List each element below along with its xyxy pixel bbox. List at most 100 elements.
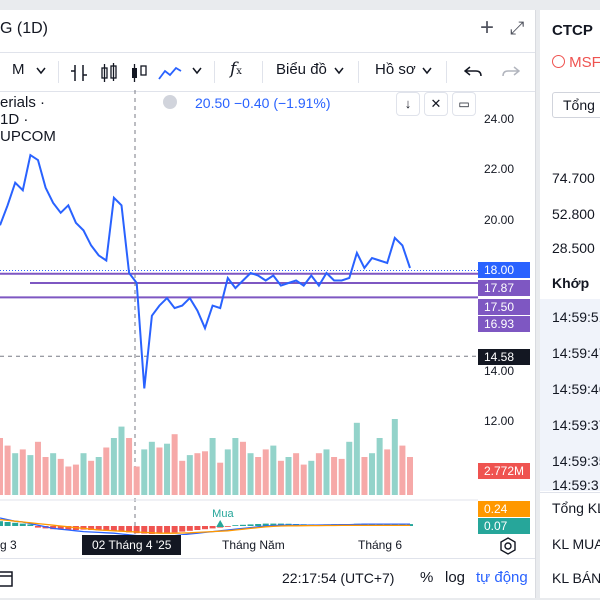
match-row: 14:59:3 (540, 479, 600, 492)
company-title: CTCP (552, 22, 593, 39)
volume-bar (80, 453, 87, 495)
chevron-down-icon[interactable] (36, 67, 46, 75)
buy-signal-marker (216, 520, 225, 527)
histogram-bar (118, 526, 125, 532)
bottom-toolbar: 22:17:54 (UTC+7) % log tự động (0, 558, 535, 599)
histogram-bar (141, 526, 148, 534)
volume-bar (110, 438, 117, 495)
volume-bar (118, 426, 125, 495)
buy-signal-label: Mua (212, 508, 234, 520)
volume-bar (277, 460, 284, 495)
volume-bar (376, 438, 383, 495)
add-tab-button[interactable]: + (480, 14, 495, 41)
time-tick: Tháng Năm (222, 538, 285, 552)
indicators-button[interactable]: fx (230, 59, 242, 79)
histogram-bar (65, 526, 72, 530)
histogram-bar (88, 526, 95, 530)
histogram-bar (262, 523, 269, 526)
chevron-down-icon[interactable] (334, 67, 344, 75)
match-time: 14:59:35 (552, 453, 600, 469)
volume-bar (88, 460, 95, 495)
histogram-bar (4, 522, 11, 526)
auto-toggle[interactable]: tự động (476, 569, 528, 586)
time-axis: g 3 02 Tháng 4 '25 Tháng Năm Tháng 6 (0, 535, 480, 557)
redo-icon[interactable] (502, 65, 520, 79)
volume-badge: 2.772M (478, 463, 530, 479)
volume-bar (399, 445, 406, 495)
volume-bar (164, 443, 171, 495)
percent-toggle[interactable]: % (420, 569, 434, 586)
legend-collapse-button[interactable] (163, 95, 177, 109)
histogram-bar (95, 526, 102, 531)
histogram-bar (50, 526, 57, 530)
undo-icon[interactable] (464, 65, 482, 79)
chart-type-menu[interactable]: Biểu đồ (276, 61, 327, 78)
volume-bar (171, 434, 178, 495)
profile-menu[interactable]: Hồ sơ (375, 61, 416, 78)
toolbar-separator (58, 61, 59, 83)
histogram-bar (247, 524, 254, 526)
volume-bar (217, 462, 224, 495)
crosshair-date-badge: 02 Tháng 4 '25 (82, 535, 182, 555)
level-badge: 17.50 (478, 299, 530, 315)
sell-volume-label: KL BÁN (552, 570, 600, 586)
chevron-down-icon[interactable] (422, 67, 432, 75)
symbol-code: MSF (569, 54, 600, 71)
volume-bar (4, 445, 11, 495)
settings-icon[interactable] (498, 536, 518, 556)
histogram-bar (270, 523, 277, 526)
log-toggle[interactable]: log (445, 569, 466, 586)
calendar-icon[interactable] (0, 569, 14, 587)
symbol-link[interactable]: MSF (552, 54, 600, 71)
toolbar-separator (262, 61, 263, 83)
histogram-bar (232, 525, 239, 526)
volume-bar (12, 453, 19, 495)
price-tick: 22.00 (484, 162, 515, 176)
chart-header: G (1D) + ⤢ (0, 10, 535, 52)
fx-label: f (230, 59, 237, 79)
price-tick: 12.00 (484, 414, 515, 428)
toolbar-separator (358, 61, 359, 83)
interval-select[interactable]: M (12, 61, 25, 78)
settings-icon[interactable]: ▭ (452, 92, 476, 116)
match-time: 14:59:3 (552, 479, 599, 492)
tab-total[interactable]: Tổng (552, 92, 600, 118)
volume-bar (42, 457, 49, 495)
match-time: 14:59:46 (552, 381, 600, 397)
order-panel: CTCP MSF Tổng 74.700 52.800 28.500 Khớp … (540, 10, 600, 598)
candles-icon[interactable] (100, 63, 118, 83)
volume-bar (19, 449, 26, 495)
line-chart-icon[interactable] (158, 65, 182, 81)
volume-bar (209, 438, 216, 495)
volume-bar (232, 438, 239, 495)
match-header: Khớp (552, 275, 590, 291)
histogram-bar (224, 526, 231, 527)
last-price-badge: 18.00 (478, 262, 530, 278)
close-icon[interactable]: ✕ (424, 92, 448, 116)
histogram-bar (57, 526, 64, 530)
volume-bar (308, 460, 315, 495)
histogram-bar (202, 526, 208, 530)
volume-bar (407, 457, 413, 495)
chevron-down-icon[interactable] (192, 67, 202, 75)
volume-bar (293, 453, 300, 495)
hollow-candles-icon[interactable] (130, 63, 148, 83)
match-time: 14:59:51 (552, 309, 600, 325)
last-price: 20.50 (195, 95, 231, 111)
expand-icon[interactable]: ⤢ (510, 18, 525, 38)
histogram-bar (27, 524, 34, 526)
bar-chart-icon[interactable] (70, 63, 88, 83)
volume-bar (148, 441, 155, 495)
chart-plot[interactable]: Mua (0, 90, 478, 535)
volume-bar (338, 458, 345, 495)
volume-bar (34, 441, 41, 495)
volume-bar (72, 464, 79, 495)
price-level: 74.700 (552, 170, 595, 186)
buy-volume-label: KL MUA (552, 536, 600, 552)
oscillator-badge: 0.24 (478, 501, 530, 517)
clock-icon (552, 55, 565, 68)
volume-bar (194, 453, 201, 495)
price-tick: 20.00 (484, 213, 515, 227)
volume-bar (202, 451, 208, 495)
move-down-button[interactable]: ↓ (396, 92, 420, 116)
